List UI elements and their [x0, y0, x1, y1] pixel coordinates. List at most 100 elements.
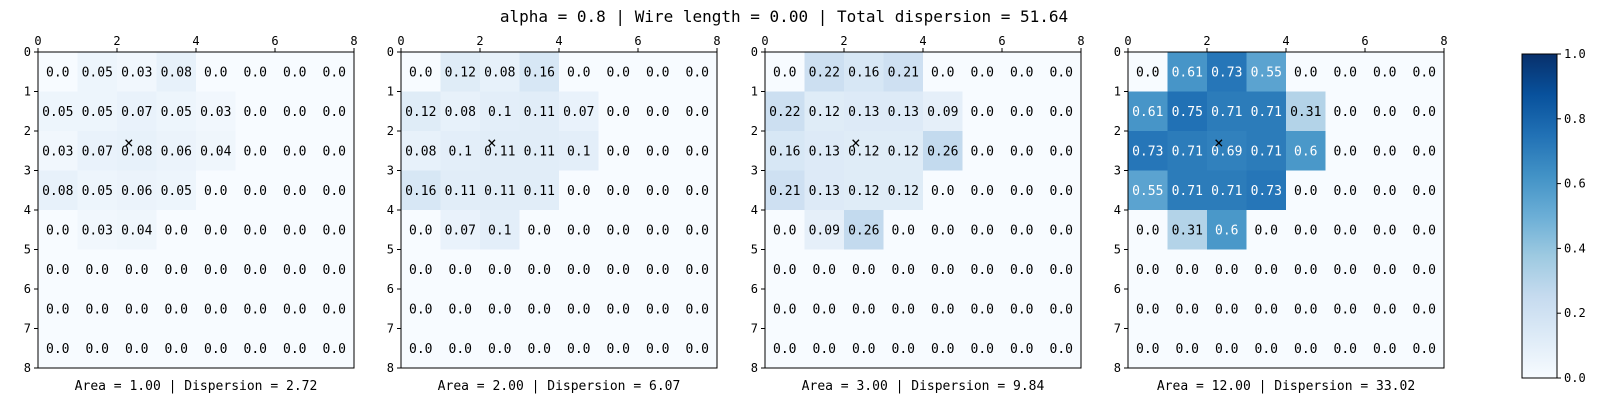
cell-value-label: 0.0	[1334, 65, 1357, 80]
y-tick-label: 5	[387, 243, 394, 257]
cell-value-label: 0.06	[121, 184, 152, 199]
cell-value-label: 0.0	[1050, 263, 1073, 278]
y-tick-label: 7	[751, 322, 758, 336]
cell-value-label: 0.08	[405, 144, 436, 159]
cell-value-label: 0.03	[121, 65, 152, 80]
heatmap-cell	[196, 328, 236, 369]
heatmap-cell	[117, 131, 157, 171]
cell-value-label: 0.0	[449, 302, 472, 317]
heatmap-cell	[480, 170, 520, 211]
x-tick-label: 4	[919, 34, 926, 48]
y-tick-label: 7	[24, 322, 31, 336]
heatmap-cell	[275, 249, 315, 290]
cell-value-label: 0.0	[1215, 263, 1238, 278]
cell-value-label: 0.0	[323, 184, 346, 199]
heatmap-cell	[235, 289, 276, 329]
x-tick-label: 4	[192, 34, 199, 48]
y-tick-label: 4	[387, 203, 394, 217]
heatmap-cell	[314, 91, 355, 132]
cell-value-label: 0.11	[484, 184, 515, 199]
heatmap-cell	[1246, 249, 1287, 290]
cell-value-label: 0.0	[204, 184, 227, 199]
colorbar-tick-label: 0.4	[1564, 241, 1586, 255]
heatmap-cell	[844, 210, 884, 250]
cell-value-label: 0.0	[323, 302, 346, 317]
cell-value-label: 0.26	[927, 144, 958, 159]
heatmap-cell	[559, 52, 599, 92]
cell-value-label: 0.71	[1172, 144, 1203, 159]
cell-value-label: 0.0	[1294, 302, 1317, 317]
heatmap-cell	[1002, 52, 1042, 92]
heatmap-cell	[677, 170, 718, 211]
heatmap-cell	[1207, 249, 1247, 290]
cell-value-label: 0.12	[848, 144, 879, 159]
heatmap-cell	[235, 328, 276, 369]
center-marker: ×	[487, 133, 497, 152]
y-tick-label: 8	[24, 361, 31, 375]
cell-value-label: 0.0	[244, 342, 267, 357]
heatmap-cell	[1002, 210, 1042, 250]
y-tick-label: 5	[751, 243, 758, 257]
heatmap-cell	[598, 91, 639, 132]
heatmap-cell	[77, 249, 118, 290]
cell-value-label: 0.0	[773, 65, 796, 80]
y-tick-label: 1	[1114, 85, 1121, 99]
heatmap-cell	[77, 52, 118, 92]
panel-xlabel: Area = 3.00 | Dispersion = 9.84	[802, 379, 1045, 394]
heatmap-cell	[923, 170, 963, 211]
y-tick-label: 0	[24, 45, 31, 59]
heatmap-cell	[1404, 289, 1445, 329]
heatmap-cell	[440, 91, 481, 132]
cell-value-label: 0.0	[1255, 263, 1278, 278]
cell-value-label: 0.0	[646, 342, 669, 357]
y-tick-label: 4	[24, 203, 31, 217]
cell-value-label: 0.71	[1211, 105, 1242, 120]
cell-value-label: 0.73	[1251, 184, 1282, 199]
heatmap-cell	[314, 170, 355, 211]
cell-value-label: 0.0	[567, 223, 590, 238]
heatmap-cell	[1325, 170, 1366, 211]
heatmap-cell	[38, 249, 78, 290]
cell-value-label: 0.26	[848, 223, 879, 238]
cell-value-label: 0.0	[852, 263, 875, 278]
heatmap-cell	[314, 289, 355, 329]
cell-value-label: 0.0	[1136, 263, 1159, 278]
heatmap-cell	[923, 210, 963, 250]
cell-value-label: 0.1	[449, 144, 472, 159]
cell-value-label: 0.09	[809, 223, 840, 238]
heatmap-cell	[117, 249, 157, 290]
heatmap-cell	[1286, 91, 1326, 132]
cell-value-label: 0.0	[165, 263, 188, 278]
heatmap-cell	[440, 170, 481, 211]
cell-value-label: 0.0	[449, 263, 472, 278]
heatmap-cell	[38, 289, 78, 329]
heatmap-cell	[440, 131, 481, 171]
heatmap-cell	[962, 52, 1003, 92]
y-tick-label: 8	[751, 361, 758, 375]
cell-value-label: 0.05	[161, 105, 192, 120]
y-tick-label: 5	[24, 243, 31, 257]
heatmap-cell	[1246, 328, 1287, 369]
cell-value-label: 0.0	[1136, 342, 1159, 357]
heatmap-cell	[1128, 91, 1168, 132]
heatmap-cell	[883, 131, 924, 171]
y-tick-label: 3	[24, 164, 31, 178]
y-tick-label: 3	[387, 164, 394, 178]
cell-value-label: 0.0	[323, 223, 346, 238]
cell-value-label: 0.0	[567, 263, 590, 278]
cell-value-label: 0.31	[1172, 223, 1203, 238]
heatmap-cell	[1325, 210, 1366, 250]
cell-value-label: 0.0	[1010, 263, 1033, 278]
cell-value-label: 0.0	[931, 65, 954, 80]
cell-value-label: 0.0	[646, 65, 669, 80]
heatmap-cell	[1041, 52, 1082, 92]
heatmap-cell	[401, 328, 441, 369]
y-tick-label: 3	[751, 164, 758, 178]
heatmap-cell	[765, 91, 805, 132]
heatmap-cell	[962, 170, 1003, 211]
heatmap-cell	[559, 170, 599, 211]
heatmap-cell	[1207, 328, 1247, 369]
cell-value-label: 0.0	[244, 263, 267, 278]
cell-value-label: 0.0	[165, 342, 188, 357]
heatmap-cell	[1041, 289, 1082, 329]
